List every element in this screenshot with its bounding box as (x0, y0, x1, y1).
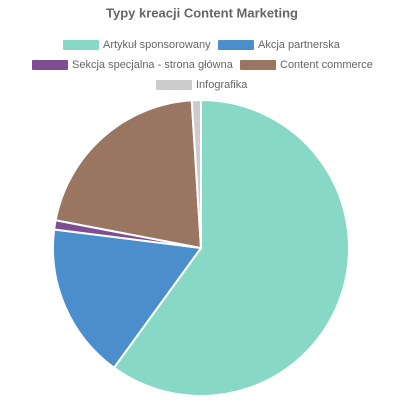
legend-swatch (240, 60, 276, 70)
legend-label: Content commerce (280, 59, 373, 71)
chart-title: Typy kreacji Content Marketing (106, 5, 298, 20)
pie-slice (112, 98, 350, 397)
legend-label: Artykuł sponsorowany (103, 39, 211, 51)
pie-slice (52, 228, 203, 370)
legend-label: Infografika (196, 79, 248, 91)
legend-swatch (32, 60, 68, 70)
pie-slice (54, 99, 203, 250)
legend-swatch (218, 40, 254, 50)
pie-slice (190, 98, 202, 249)
legend-label: Akcja partnerska (258, 39, 341, 51)
legend-swatch (63, 40, 99, 50)
legend-label: Sekcja specjalna - strona główna (72, 59, 234, 71)
legend-swatch (156, 80, 192, 90)
